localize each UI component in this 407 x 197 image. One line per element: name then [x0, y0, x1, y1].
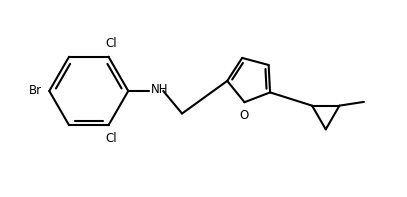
- Text: O: O: [240, 109, 249, 122]
- Text: Cl: Cl: [106, 37, 117, 50]
- Text: Cl: Cl: [106, 132, 117, 145]
- Text: NH: NH: [151, 83, 168, 96]
- Text: Br: Br: [29, 85, 42, 98]
